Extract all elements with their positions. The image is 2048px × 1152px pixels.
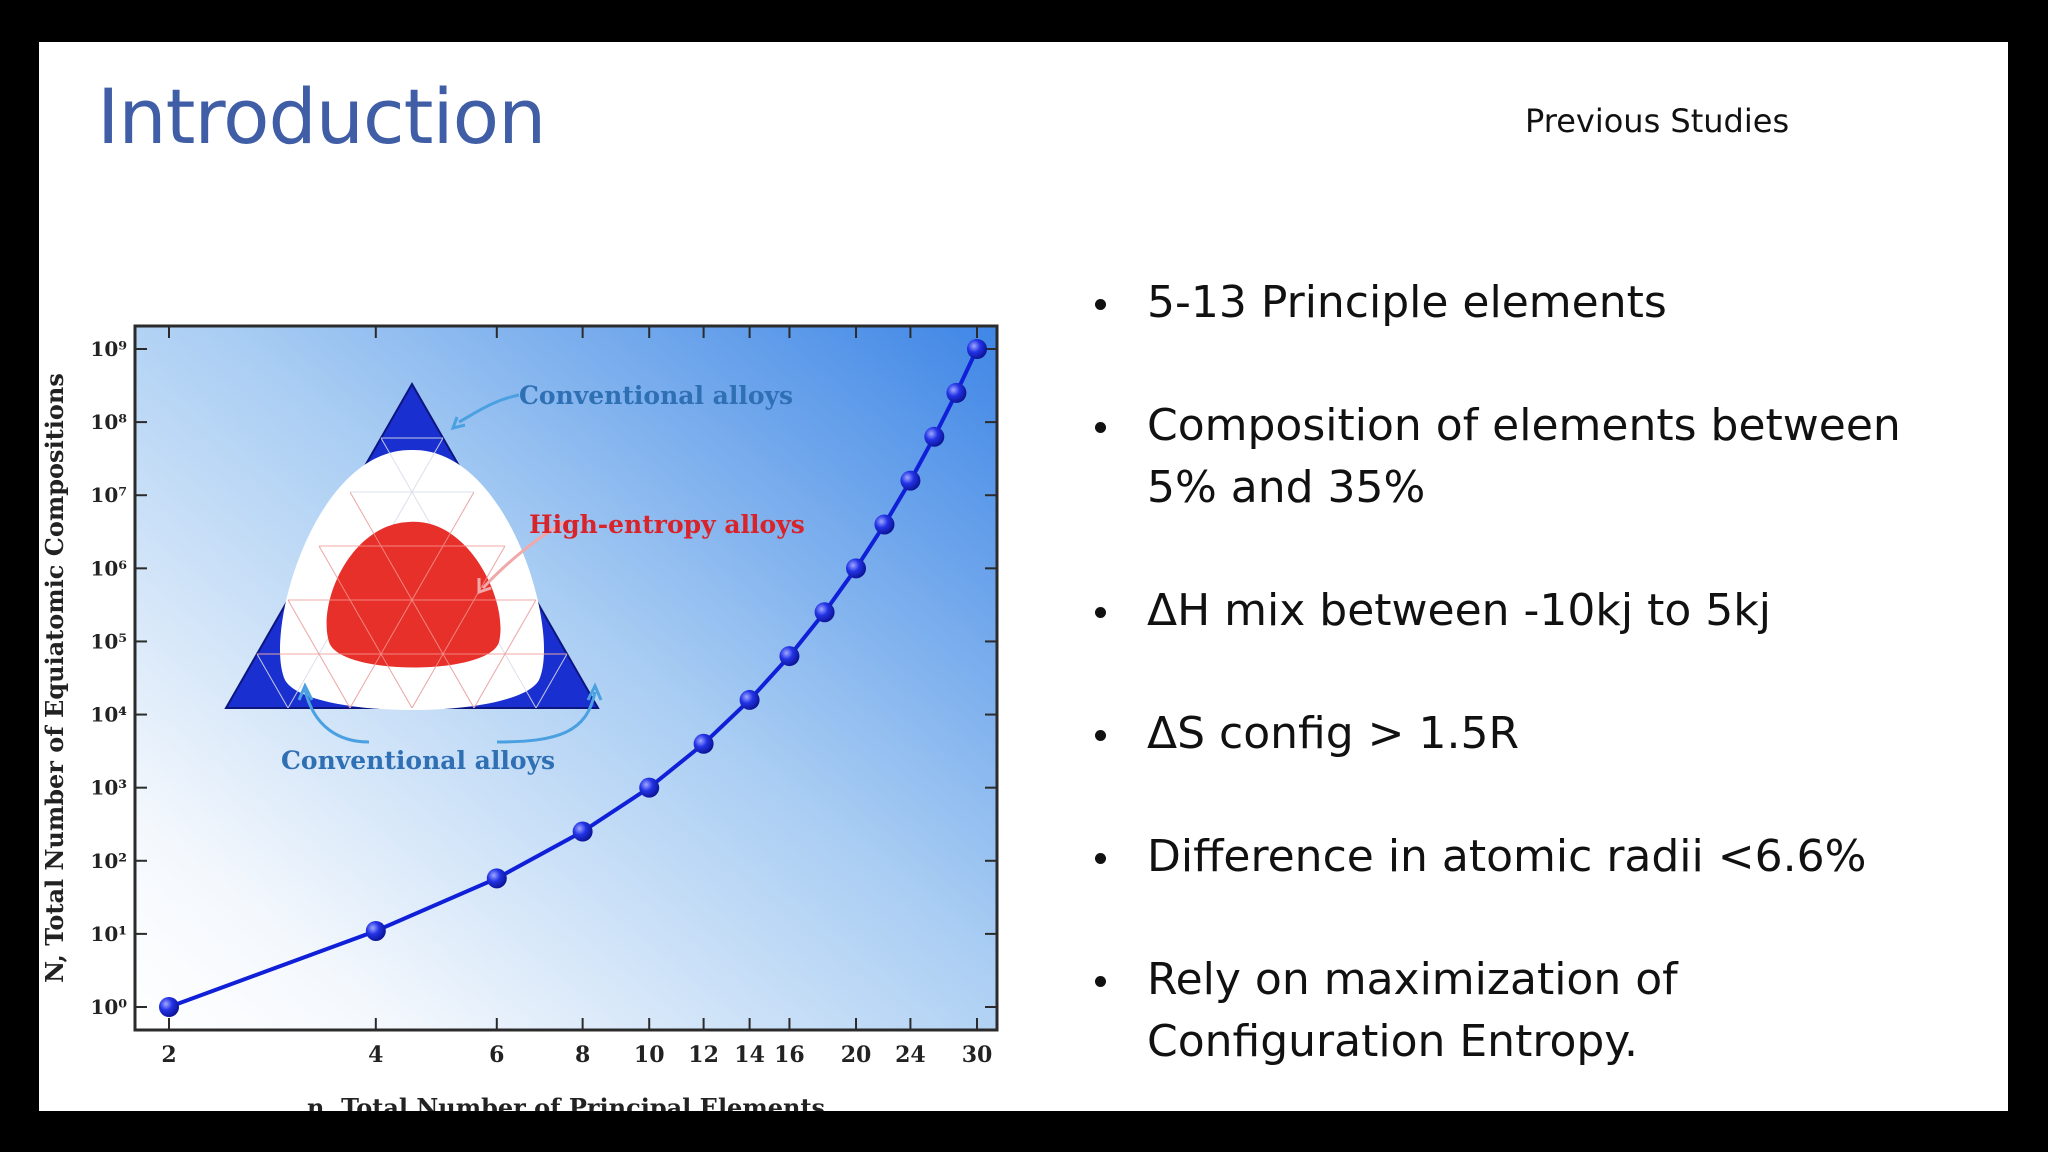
hea-region bbox=[326, 521, 501, 668]
hea-chart: 2 4 6 8 10 12 14 16 20 24 30 10⁰10¹10²10³10⁴10⁵10⁶… bbox=[40, 324, 999, 1111]
bullet-dot bbox=[1095, 853, 1106, 864]
x-tick-label: 6 bbox=[489, 1042, 504, 1068]
bullet-dot bbox=[1095, 299, 1106, 310]
y-tick-label: 10⁴ bbox=[90, 703, 127, 727]
bullet-dot bbox=[1095, 607, 1106, 618]
bullet-item: ΔS config > 1.5R bbox=[1059, 703, 1959, 765]
data-point bbox=[365, 920, 386, 941]
data-point bbox=[486, 868, 507, 889]
data-point bbox=[967, 339, 987, 359]
y-tick-label: 10⁶ bbox=[90, 556, 127, 580]
y-tick-label: 10⁵ bbox=[90, 629, 127, 653]
x-tick-label: 16 bbox=[774, 1042, 805, 1068]
data-point bbox=[924, 426, 945, 447]
bullet-item: Rely on maximization of Configuration En… bbox=[1059, 949, 1959, 1073]
data-point bbox=[779, 646, 800, 667]
conventional-alloys-label-bottom: Conventional alloys bbox=[281, 746, 555, 775]
data-point bbox=[946, 382, 967, 403]
slide: Introduction Previous Studies 2 4 6 8 10 12 14… bbox=[39, 42, 2008, 1111]
x-tick-label: 12 bbox=[688, 1042, 719, 1068]
x-tick-label: 20 bbox=[841, 1042, 872, 1068]
data-point bbox=[900, 470, 921, 491]
bullet-dot bbox=[1095, 730, 1106, 741]
data-point bbox=[639, 777, 660, 798]
x-tick-label: 24 bbox=[895, 1042, 926, 1068]
x-axis-label: n, Total Number of Principal Elements bbox=[307, 1093, 825, 1111]
conventional-alloys-label-top: Conventional alloys bbox=[519, 381, 793, 410]
data-point bbox=[874, 514, 895, 535]
x-tick-label: 4 bbox=[368, 1042, 383, 1068]
bullet-dot bbox=[1095, 976, 1106, 987]
y-tick-label: 10² bbox=[90, 849, 127, 873]
series-points bbox=[159, 339, 987, 1017]
y-tick-label: 10⁷ bbox=[90, 483, 127, 507]
bullet-dot bbox=[1095, 422, 1106, 433]
data-point bbox=[693, 733, 714, 754]
data-point bbox=[846, 558, 867, 579]
bullet-item: Composition of elements between 5% and 3… bbox=[1059, 395, 1959, 519]
bullet-item: 5-13 Principle elements bbox=[1059, 272, 1959, 334]
y-tick-label: 10³ bbox=[90, 776, 127, 800]
x-tick-label: 2 bbox=[161, 1042, 176, 1068]
y-tick-label: 10⁹ bbox=[90, 337, 127, 361]
x-axis: 2 4 6 8 10 12 14 16 20 24 30 bbox=[161, 326, 992, 1068]
slide-title: Introduction bbox=[97, 72, 546, 161]
data-point bbox=[159, 997, 179, 1017]
y-tick-label: 10⁰ bbox=[90, 995, 127, 1019]
data-point bbox=[814, 602, 835, 623]
y-tick-label: 10¹ bbox=[90, 922, 127, 946]
bullet-item: Difference in atomic radii <6.6% bbox=[1059, 826, 1959, 888]
x-tick-label: 8 bbox=[575, 1042, 590, 1068]
x-tick-label: 30 bbox=[962, 1042, 993, 1068]
x-tick-label: 14 bbox=[734, 1042, 765, 1068]
data-point bbox=[739, 689, 760, 710]
ternary-inset: Conventional alloys High-entropy alloys … bbox=[224, 381, 805, 775]
y-tick-label: 10⁸ bbox=[90, 410, 127, 434]
slide-subtitle: Previous Studies bbox=[1525, 102, 1790, 140]
x-tick-label: 10 bbox=[634, 1042, 665, 1068]
bullet-list: 5-13 Principle elements Composition of e… bbox=[1059, 272, 1959, 1111]
y-axis: 10⁰ 10¹ 10² 10³ 10⁴ 10⁵ 10⁶ 10⁷ 10⁸ 10⁹ bbox=[90, 337, 997, 1019]
bullet-item: ΔH mix between -10kj to 5kj bbox=[1059, 580, 1959, 642]
high-entropy-alloys-label: High-entropy alloys bbox=[529, 510, 805, 539]
y-axis-label: N, Total Number of Equiatomic Compositio… bbox=[40, 373, 69, 983]
data-point bbox=[572, 821, 593, 842]
